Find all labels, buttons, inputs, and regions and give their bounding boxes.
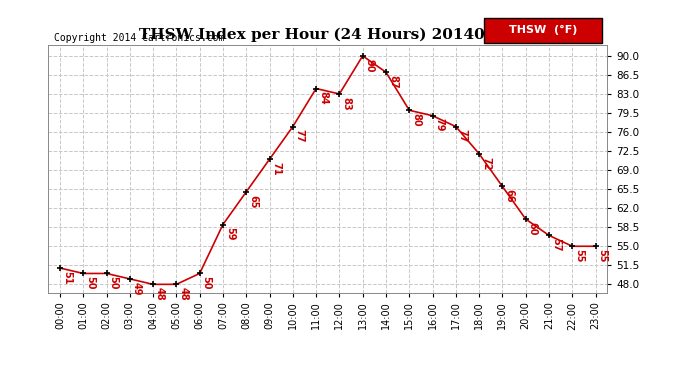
Text: THSW  (°F): THSW (°F) xyxy=(509,25,577,35)
Text: 72: 72 xyxy=(481,157,491,170)
Text: 83: 83 xyxy=(342,97,351,110)
Text: 87: 87 xyxy=(388,75,398,88)
Text: 48: 48 xyxy=(178,287,188,301)
Text: 57: 57 xyxy=(551,238,561,252)
Text: 80: 80 xyxy=(411,113,421,127)
Text: 66: 66 xyxy=(504,189,514,203)
Text: 48: 48 xyxy=(155,287,165,301)
Text: 71: 71 xyxy=(271,162,282,176)
Text: 50: 50 xyxy=(85,276,95,290)
Text: 50: 50 xyxy=(108,276,119,290)
Text: 77: 77 xyxy=(295,129,305,143)
Text: Copyright 2014 Cartronics.com: Copyright 2014 Cartronics.com xyxy=(54,33,224,42)
Title: THSW Index per Hour (24 Hours) 20140530: THSW Index per Hour (24 Hours) 20140530 xyxy=(139,28,517,42)
Text: 59: 59 xyxy=(225,227,235,241)
Text: 90: 90 xyxy=(364,58,375,72)
Text: 51: 51 xyxy=(62,271,72,284)
Text: 79: 79 xyxy=(435,118,444,132)
Text: 55: 55 xyxy=(598,249,607,262)
Text: 50: 50 xyxy=(201,276,212,290)
Text: 60: 60 xyxy=(528,222,538,236)
Text: 49: 49 xyxy=(132,282,141,295)
Text: 65: 65 xyxy=(248,195,258,208)
Text: 77: 77 xyxy=(457,129,468,143)
FancyBboxPatch shape xyxy=(484,18,602,42)
Text: 55: 55 xyxy=(574,249,584,262)
Text: 84: 84 xyxy=(318,91,328,105)
